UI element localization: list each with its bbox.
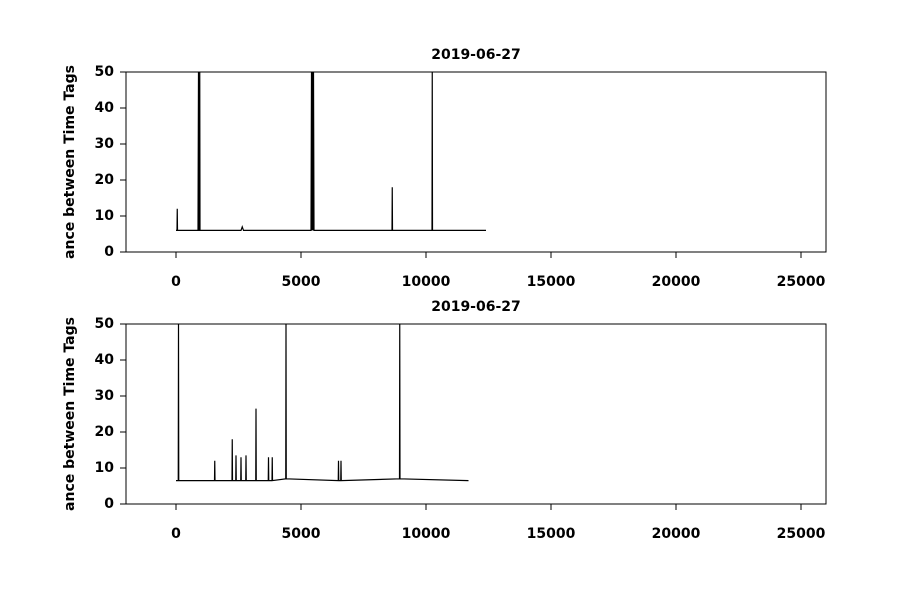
y-tick-label: 40	[95, 352, 115, 368]
x-tick-label: 20000	[652, 526, 701, 542]
y-tick-label: 10	[95, 460, 115, 476]
x-tick-label: 15000	[527, 274, 576, 290]
x-tick-label: 25000	[777, 274, 826, 290]
y-tick-label: 20	[95, 172, 115, 188]
panel: 2019-06-27 ance between Time Tags 0 10 20 30 4…	[62, 47, 827, 290]
data-line	[176, 323, 469, 482]
y-tick-label: 50	[95, 64, 115, 80]
x-tick-label: 25000	[777, 526, 826, 542]
x-tick-label: 15000	[527, 526, 576, 542]
y-tick-label: 30	[95, 388, 115, 404]
x-tick-label: 0	[171, 274, 181, 290]
y-tick-label: 40	[95, 100, 115, 116]
x-tick-label: 5000	[282, 526, 321, 542]
chart-title: 2019-06-27	[431, 299, 521, 315]
plot-frame	[125, 323, 827, 505]
y-tick-label: 30	[95, 136, 115, 152]
x-tick-label: 20000	[652, 274, 701, 290]
y-tick-label: 0	[104, 244, 114, 260]
chart-title: 2019-06-27	[431, 47, 521, 63]
panel: 2019-06-27 ance between Time Tags 0 10 20 30 4…	[62, 299, 827, 542]
y-tick-label: 0	[104, 496, 114, 512]
plot-frame	[125, 71, 827, 253]
y-axis-label: ance between Time Tags	[62, 317, 78, 511]
x-tick-label: 0	[171, 526, 181, 542]
x-tick-label: 5000	[282, 274, 321, 290]
y-tick-label: 10	[95, 208, 115, 224]
data-line	[176, 71, 486, 231]
y-axis-label: ance between Time Tags	[62, 65, 78, 259]
x-tick-label: 10000	[402, 526, 451, 542]
y-tick-label: 50	[95, 316, 115, 332]
x-tick-label: 10000	[402, 274, 451, 290]
y-tick-label: 20	[95, 424, 115, 440]
